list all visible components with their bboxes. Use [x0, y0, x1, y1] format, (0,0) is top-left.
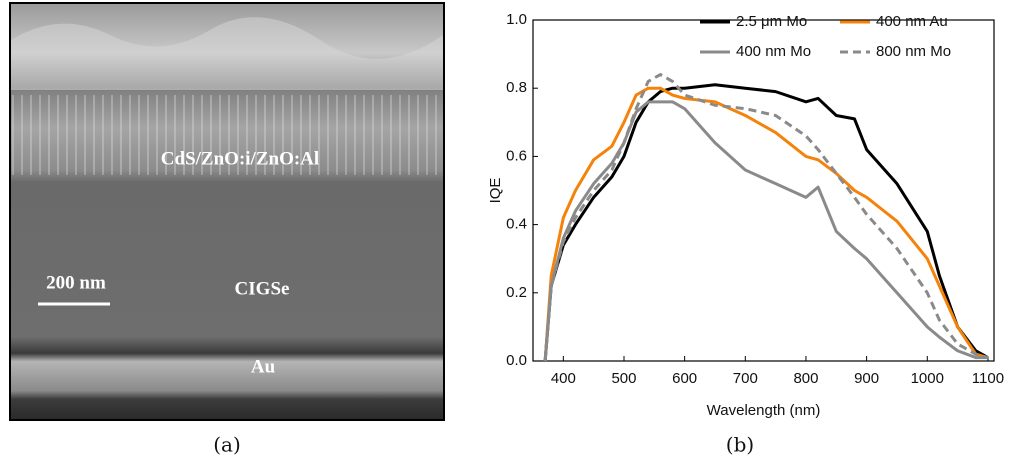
y-tick-label: 0.4 [506, 216, 527, 233]
caption: (b) [726, 433, 754, 457]
y-tick-label: 1.0 [506, 11, 527, 28]
x-tick-label: 700 [733, 370, 758, 387]
plot-frame [532, 19, 995, 362]
series-line [543, 73, 989, 362]
x-tick-label: 900 [854, 370, 879, 387]
x-tick-label: 800 [793, 370, 818, 387]
chart: 0.0 0.2 0.4 0.6 0.8 1.0 400 500 600 700 800 900 1000… [487, 11, 1004, 457]
y-tick-label: 0.0 [506, 352, 527, 369]
x-tick-label: 1000 [911, 370, 944, 387]
caption: (a) [213, 433, 241, 457]
columnar-layer [11, 95, 443, 175]
scale-label: 200 nm [46, 272, 106, 293]
legend-label: 800 nm Mo [876, 43, 951, 60]
legend-label: 400 nm Mo [736, 43, 811, 60]
y-tick-label: 0.6 [506, 147, 527, 164]
y-tick-label: 0.8 [506, 79, 527, 96]
legend-label: 2.5 μm Mo [736, 13, 807, 30]
y-axis-label: IQE [487, 178, 504, 204]
series-line [543, 100, 988, 362]
x-axis-label: Wavelength (nm) [707, 402, 821, 419]
layer-label: CIGSe [235, 278, 290, 299]
series-line [543, 83, 989, 362]
legend-label: 400 nm Au [876, 13, 948, 30]
x-tick-label: 400 [551, 370, 576, 387]
sem-image: CdS/ZnO:i/ZnO:Al 200 nm CIGSe Au [9, 2, 445, 421]
layer-label: CdS/ZnO:i/ZnO:Al [161, 148, 319, 169]
layer-label: Au [251, 356, 276, 377]
y-tick-label: 0.2 [506, 284, 527, 301]
surface-grains [11, 17, 443, 91]
series-line [543, 86, 989, 362]
x-tick-label: 600 [672, 370, 697, 387]
x-tick-label: 1100 [972, 370, 1004, 387]
x-tick-label: 500 [611, 370, 636, 387]
